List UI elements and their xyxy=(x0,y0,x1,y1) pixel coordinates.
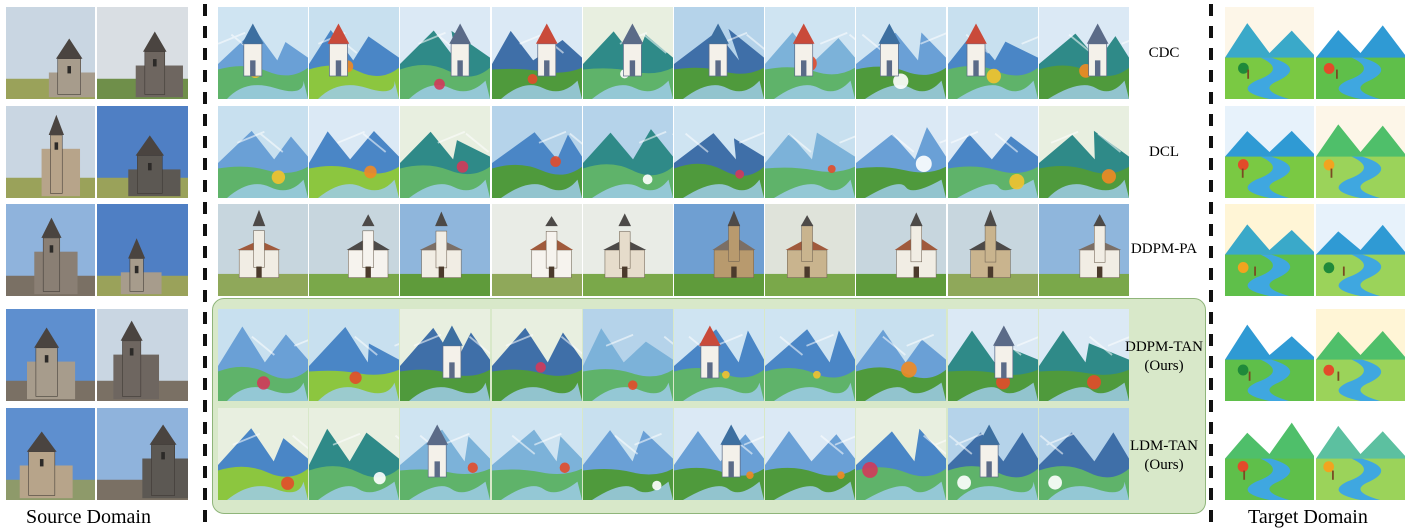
method-name: DDPM-PA xyxy=(1130,241,1198,257)
target-image xyxy=(1225,204,1314,296)
source-image xyxy=(6,204,95,296)
target-image xyxy=(1225,309,1314,401)
target-image xyxy=(1316,408,1405,500)
label-ldm-tan: LDM-TAN (Ours) xyxy=(1109,437,1219,475)
source-image xyxy=(97,408,188,500)
generated-image xyxy=(765,106,855,198)
generated-image xyxy=(400,7,490,99)
source-domain-caption: Source Domain xyxy=(26,506,151,528)
source-image xyxy=(97,106,188,198)
generated-image xyxy=(856,309,946,401)
generated-image xyxy=(765,309,855,401)
method-name: DCL xyxy=(1149,144,1179,160)
generated-image xyxy=(492,408,582,500)
source-image xyxy=(6,106,95,198)
generated-image xyxy=(1039,204,1129,296)
generated-image xyxy=(948,309,1038,401)
target-image xyxy=(1316,106,1405,198)
source-image xyxy=(6,309,95,401)
generated-image xyxy=(674,106,764,198)
generated-image xyxy=(309,408,399,500)
generated-image xyxy=(948,106,1038,198)
generated-image xyxy=(674,7,764,99)
generated-image xyxy=(674,408,764,500)
target-image xyxy=(1225,106,1314,198)
method-name: CDC xyxy=(1148,45,1180,61)
generated-image xyxy=(856,7,946,99)
method-ours-tag: (Ours) xyxy=(1144,358,1184,374)
generated-image xyxy=(674,204,764,296)
generated-image xyxy=(218,204,308,296)
label-ddpm-pa: DDPM-PA xyxy=(1109,240,1219,259)
generated-image xyxy=(400,309,490,401)
generated-image xyxy=(583,309,673,401)
generated-image xyxy=(765,408,855,500)
generated-image xyxy=(1039,408,1129,500)
label-dcl: DCL xyxy=(1109,143,1219,162)
generated-image xyxy=(218,408,308,500)
source-image xyxy=(6,408,95,500)
generated-image xyxy=(492,106,582,198)
generated-image xyxy=(309,7,399,99)
target-domain-caption: Target Domain xyxy=(1248,506,1368,528)
generated-image xyxy=(400,106,490,198)
target-image xyxy=(1316,309,1405,401)
source-image xyxy=(97,309,188,401)
generated-image xyxy=(492,204,582,296)
generated-image xyxy=(674,309,764,401)
method-name: DDPM-TAN xyxy=(1125,339,1203,355)
generated-image xyxy=(309,204,399,296)
generated-image xyxy=(583,204,673,296)
target-image xyxy=(1316,7,1405,99)
generated-image xyxy=(218,106,308,198)
generated-image xyxy=(400,204,490,296)
label-ddpm-tan: DDPM-TAN (Ours) xyxy=(1109,338,1219,376)
target-image xyxy=(1225,408,1314,500)
generated-image xyxy=(492,7,582,99)
generated-image xyxy=(309,309,399,401)
source-image xyxy=(97,7,188,99)
generated-image xyxy=(400,408,490,500)
generated-image xyxy=(309,106,399,198)
label-cdc: CDC xyxy=(1109,44,1219,63)
source-image xyxy=(97,204,188,296)
generated-image xyxy=(765,204,855,296)
generated-image xyxy=(948,204,1038,296)
generated-image xyxy=(583,106,673,198)
divider-left xyxy=(203,4,207,526)
generated-image xyxy=(218,7,308,99)
source-image xyxy=(6,7,95,99)
divider-right xyxy=(1209,4,1213,526)
method-name: LDM-TAN xyxy=(1130,438,1198,454)
generated-image xyxy=(765,7,855,99)
target-image xyxy=(1225,7,1314,99)
generated-image xyxy=(218,309,308,401)
generated-image xyxy=(583,7,673,99)
generated-image xyxy=(856,408,946,500)
generated-image xyxy=(1039,106,1129,198)
generated-image xyxy=(1039,7,1129,99)
generated-image xyxy=(583,408,673,500)
generated-image xyxy=(492,309,582,401)
generated-image xyxy=(1039,309,1129,401)
target-image xyxy=(1316,204,1405,296)
generated-image xyxy=(856,204,946,296)
generated-image xyxy=(948,408,1038,500)
generated-image xyxy=(948,7,1038,99)
method-ours-tag: (Ours) xyxy=(1144,457,1184,473)
generated-image xyxy=(856,106,946,198)
